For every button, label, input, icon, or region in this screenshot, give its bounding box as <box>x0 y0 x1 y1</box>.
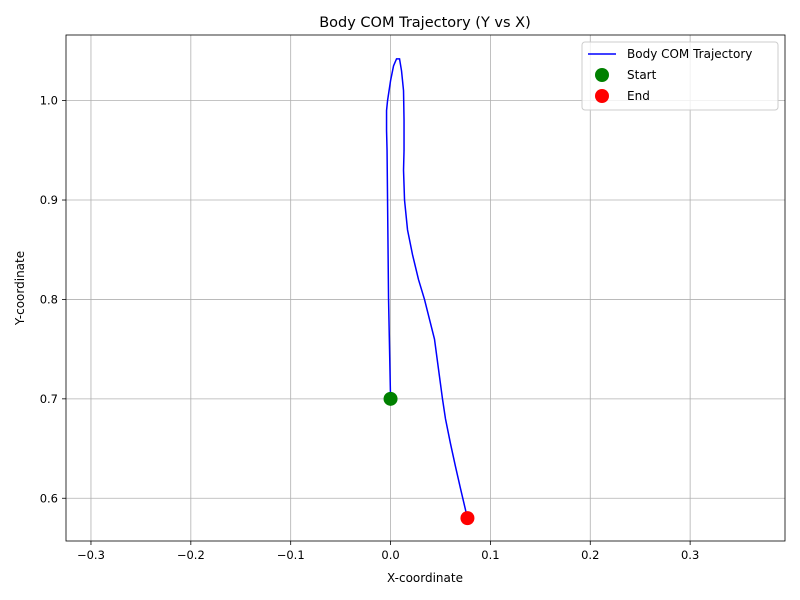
series-line-body-com-trajectory <box>385 58 469 519</box>
grid <box>66 35 785 541</box>
x-tick-label: −0.2 <box>177 548 205 562</box>
x-tick-label: 0.2 <box>581 548 599 562</box>
x-tick-label: −0.1 <box>277 548 305 562</box>
legend-end-swatch <box>595 89 609 103</box>
x-axis-label: X-coordinate <box>387 571 463 585</box>
y-tick-label: 1.0 <box>40 94 58 108</box>
y-tick-label: 0.8 <box>40 292 58 306</box>
y-tick-label: 0.6 <box>40 491 58 505</box>
legend-label-start: Start <box>627 68 657 82</box>
legend-start-swatch <box>595 68 609 82</box>
legend: Body COM Trajectory Start End <box>581 41 779 111</box>
x-tick-label: 0.3 <box>681 548 699 562</box>
legend-box <box>581 41 779 111</box>
legend-label-end: End <box>627 89 650 103</box>
y-tick-label: 0.9 <box>40 193 58 207</box>
start-point-marker <box>383 391 398 406</box>
x-tick-label: −0.3 <box>77 548 105 562</box>
y-axis-label: Y-coordinate <box>13 251 27 326</box>
y-axis-ticks: 0.6 0.7 0.8 0.9 1.0 <box>40 94 66 505</box>
end-point-marker <box>460 511 475 526</box>
x-axis-ticks: −0.3 −0.2 −0.1 0.0 0.1 0.2 0.3 <box>77 541 699 562</box>
chart-title: Body COM Trajectory (Y vs X) <box>319 15 531 31</box>
legend-label-trajectory: Body COM Trajectory <box>627 47 752 61</box>
x-tick-label: 0.1 <box>481 548 499 562</box>
y-tick-label: 0.7 <box>40 392 58 406</box>
plot-area-border <box>65 34 786 542</box>
x-tick-label: 0.0 <box>381 548 399 562</box>
